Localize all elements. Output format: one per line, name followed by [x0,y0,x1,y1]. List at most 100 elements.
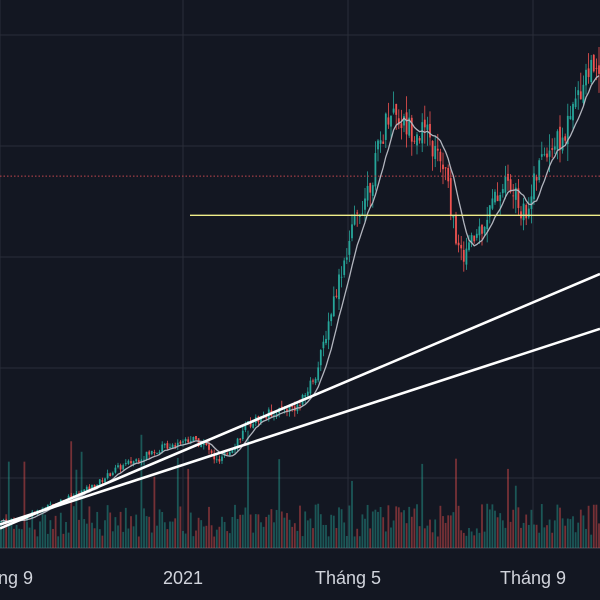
candle-body-77 [200,445,203,447]
candle-body-219 [569,116,572,120]
volume-bar-149 [387,505,390,548]
volume-bar-212 [551,532,554,548]
candle-body-187 [486,219,489,230]
volume-bar-15 [39,521,41,548]
volume-bar-117 [304,511,307,548]
volume-bar-159 [413,508,416,548]
volume-bar-66 [171,521,174,548]
candle-body-57 [148,451,151,455]
volume-bar-176 [457,505,460,548]
volume-bar-183 [475,528,478,548]
candle-body-97 [252,423,255,428]
volume-bar-77 [200,520,203,548]
volume-bar-98 [254,514,257,548]
volume-bar-160 [416,504,418,548]
candle-body-174 [452,215,455,218]
volume-bar-225 [585,528,587,548]
volume-bar-191 [496,517,499,548]
candle-body-166 [431,140,434,157]
volume-bar-128 [332,515,335,548]
candle-body-202 [525,204,528,219]
volume-bar-126 [327,536,330,548]
candle-body-36 [93,484,96,488]
candle-body-73 [189,440,192,444]
candle-body-184 [478,226,481,236]
candle-body-143 [371,185,374,196]
candle-body-67 [174,445,177,447]
candle-body-44 [114,467,117,473]
candle-body-155 [403,116,405,126]
candle-body-84 [218,458,221,462]
candle-body-56 [145,451,148,460]
candle-body-163 [423,119,426,128]
volume-bar-55 [143,508,145,548]
candle-body-137 [356,212,359,214]
volume-bar-202 [525,514,528,548]
candle-body-191 [496,195,499,202]
candle-body-92 [239,438,242,440]
volume-bar-86 [223,521,226,548]
volume-bar-148 [384,531,387,548]
candle-body-214 [556,131,559,150]
volume-bar-64 [166,529,169,548]
volume-bar-106 [275,509,278,548]
volume-bar-69 [179,506,182,548]
candle-body-188 [488,205,491,217]
candle-body-68 [176,442,179,447]
candle-body-128 [332,296,335,317]
volume-bar-88 [228,533,231,548]
volume-bar-67 [174,518,177,548]
volume-bar-97 [252,532,255,548]
volume-bar-181 [470,531,473,548]
volume-bar-165 [429,519,431,548]
volume-bar-48 [124,507,127,548]
candle-body-225 [585,69,587,86]
x-tick-label-0: Tháng 9 [0,568,33,588]
volume-bar-1 [2,527,5,548]
candle-body-106 [275,413,278,417]
candle-body-136 [353,214,356,225]
volume-bar-207 [538,532,541,548]
candle-body-115 [299,405,301,406]
candle-body-142 [369,183,372,193]
candle-body-121 [314,378,317,384]
volume-bar-107 [278,459,281,548]
candle-body-55 [143,459,145,462]
x-tick-label-2: Tháng 5 [315,568,381,588]
candle-body-162 [421,122,424,144]
volume-bar-198 [514,485,517,548]
volume-bar-102 [265,516,268,548]
volume-bar-101 [262,526,265,548]
volume-bar-169 [439,505,442,548]
candle-body-215 [559,126,561,150]
candle-body-173 [449,178,452,216]
volume-bar-8 [20,529,23,548]
volume-bar-75 [195,530,197,548]
volume-bar-79 [205,525,208,548]
volume-bar-189 [491,504,494,548]
volume-bar-62 [161,511,164,548]
candle-body-71 [184,439,187,442]
volume-bar-99 [257,514,260,548]
volume-bar-104 [270,509,273,548]
candle-body-46 [119,465,122,470]
volume-bar-63 [163,522,166,548]
candle-body-178 [462,249,465,262]
candle-body-0 [0,521,2,522]
volume-bar-84 [218,526,221,548]
candle-body-51 [132,461,135,465]
candle-body-75 [195,435,197,440]
candle-body-123 [319,350,322,366]
volume-bar-168 [436,536,439,548]
volume-bar-6 [15,524,18,548]
candle-body-41 [106,473,109,479]
volume-bar-157 [408,506,411,548]
candle-body-129 [335,295,338,297]
volume-bar-56 [145,516,148,548]
volume-bar-178 [462,532,465,548]
candle-body-82 [213,453,216,460]
candle-body-170 [442,164,444,170]
volume-bar-200 [520,527,522,548]
candle-body-94 [244,425,247,430]
